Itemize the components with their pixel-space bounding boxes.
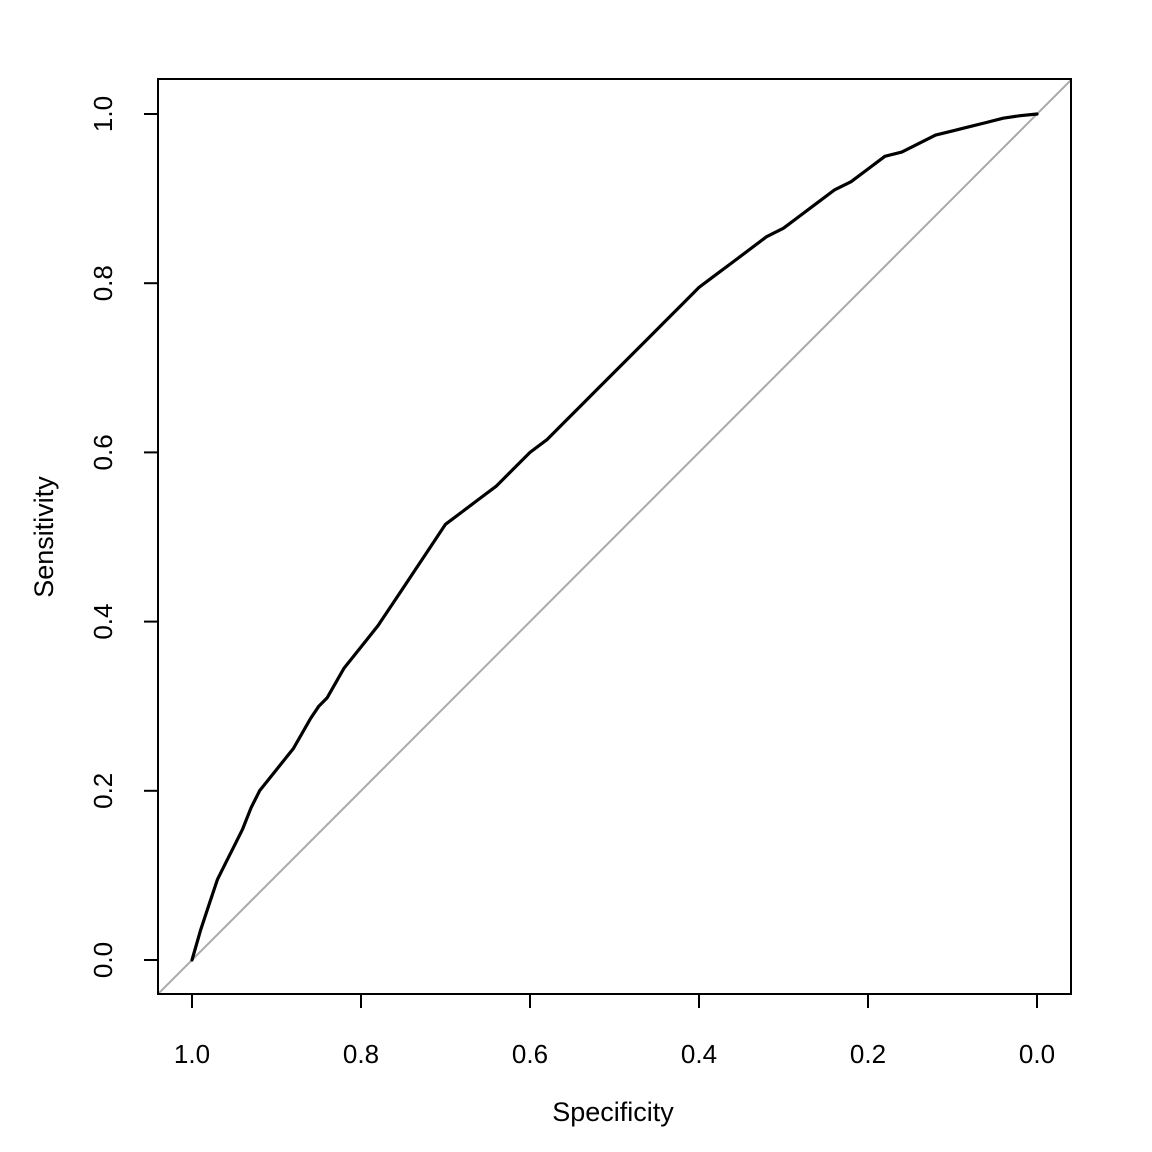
y-tick-label: 0.4 [88, 604, 118, 640]
x-tick-label: 1.0 [174, 1039, 210, 1069]
x-tick-label: 0.2 [850, 1039, 886, 1069]
x-axis-title: Specificity [552, 1097, 674, 1127]
y-axis-title: Sensitivity [29, 476, 59, 598]
y-tick-label: 0.8 [88, 265, 118, 301]
x-tick-label: 0.8 [343, 1039, 379, 1069]
roc-curve-line [190, 112, 1039, 962]
x-tick-label: 0.4 [681, 1039, 717, 1069]
reference-diagonal-line [158, 79, 1071, 994]
y-tick-label: 0.2 [88, 773, 118, 809]
y-tick-label: 1.0 [88, 96, 118, 132]
x-tick-label: 0.0 [1019, 1039, 1055, 1069]
y-tick-label: 0.6 [88, 434, 118, 470]
x-tick-label: 0.6 [512, 1039, 548, 1069]
y-tick-label: 0.0 [88, 942, 118, 978]
